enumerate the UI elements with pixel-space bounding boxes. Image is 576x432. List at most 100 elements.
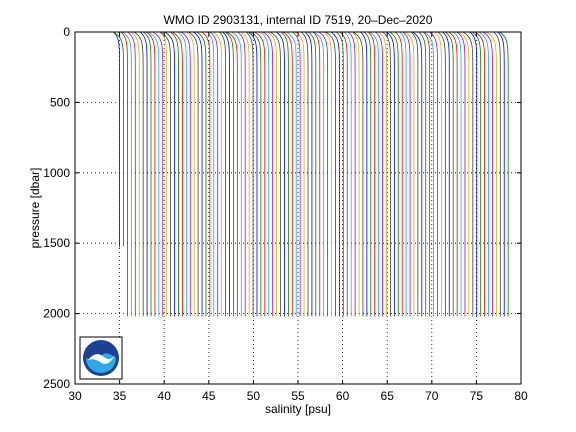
salinity-profile-line xyxy=(159,31,168,317)
salinity-profile-line xyxy=(209,31,219,317)
salinity-profile-line xyxy=(139,31,148,317)
y-tick-label: 2000 xyxy=(43,307,70,321)
salinity-profile-line xyxy=(452,31,462,317)
salinity-profile-line xyxy=(231,31,242,317)
salinity-profile-line xyxy=(300,31,309,317)
noaa-logo xyxy=(79,336,123,380)
salinity-profile-line xyxy=(247,31,258,317)
salinity-profile-line xyxy=(442,31,450,317)
salinity-profile-line xyxy=(245,31,254,317)
salinity-profile-line xyxy=(240,31,250,317)
x-tick-labels: 30 35 40 45 50 55 60 65 70 75 80 xyxy=(68,389,528,403)
salinity-profile-line xyxy=(335,31,344,317)
salinity-profile-line xyxy=(367,31,376,317)
salinity-profile-line xyxy=(347,31,356,317)
salinity-profile-line xyxy=(122,31,132,317)
salinity-profile-line xyxy=(410,31,419,317)
salinity-profile-line xyxy=(112,31,124,247)
salinity-profile-line xyxy=(186,31,195,317)
salinity-profile-line xyxy=(469,31,478,317)
salinity-profile-line xyxy=(330,31,340,317)
salinity-profile-line xyxy=(382,31,391,317)
salinity-profile-line xyxy=(295,31,305,317)
salinity-profile-line xyxy=(478,31,489,317)
salinity-profile-line xyxy=(120,31,128,317)
salinity-profile-line xyxy=(164,31,175,317)
salinity-profile-line xyxy=(143,31,152,317)
salinity-profile-line xyxy=(374,31,383,317)
x-tick-label: 45 xyxy=(202,389,216,403)
salinity-profile-line xyxy=(458,31,470,317)
salinity-profile-line xyxy=(304,31,313,317)
x-tick-label: 75 xyxy=(470,389,484,403)
salinity-profile-line xyxy=(193,31,203,317)
salinity-profile-line xyxy=(399,31,407,317)
salinity-profile-line xyxy=(219,31,226,317)
profile-lines xyxy=(112,31,509,317)
salinity-profile-line xyxy=(275,31,285,317)
axis-ticks xyxy=(74,31,522,385)
salinity-profile-line xyxy=(133,31,144,317)
salinity-profile-line xyxy=(127,31,136,317)
salinity-profile-line xyxy=(394,31,403,317)
salinity-profile-line xyxy=(152,31,164,317)
salinity-profile-line xyxy=(499,31,509,317)
salinity-profile-line xyxy=(146,31,156,317)
chart-title: WMO ID 2903131, internal ID 7519, 20–Dec… xyxy=(164,13,433,27)
salinity-profile-line xyxy=(448,31,458,317)
salinity-profile-line xyxy=(113,31,120,248)
salinity-profile-line xyxy=(286,31,297,317)
x-tick-label: 40 xyxy=(158,389,172,403)
salinity-profile-line xyxy=(254,31,266,317)
salinity-profile-line xyxy=(222,31,230,317)
salinity-profile-line xyxy=(339,31,348,317)
y-tick-label: 1500 xyxy=(43,236,70,250)
salinity-profile-line xyxy=(280,31,289,317)
salinity-profile-line xyxy=(180,31,191,317)
salinity-profile-line xyxy=(493,31,501,317)
salinity-profile-line xyxy=(360,31,368,317)
salinity-profile-line xyxy=(369,31,380,317)
x-tick-label: 55 xyxy=(291,389,305,403)
salinity-profile-line xyxy=(206,31,215,317)
salinity-profile-line xyxy=(456,31,466,317)
salinity-profile-line xyxy=(429,31,438,317)
salinity-profile-line xyxy=(352,31,364,317)
y-tick-label: 1000 xyxy=(43,166,70,180)
salinity-profile-line xyxy=(177,31,187,317)
salinity-profile-line xyxy=(389,31,399,317)
y-tick-label: 0 xyxy=(63,25,70,39)
x-tick-label: 80 xyxy=(514,389,528,403)
salinity-profile-line xyxy=(462,31,474,317)
salinity-profile-line xyxy=(267,31,277,317)
salinity-profile-line xyxy=(159,31,172,317)
salinity-profile-line xyxy=(237,31,246,317)
x-tick-label: 65 xyxy=(381,389,395,403)
salinity-profile-line xyxy=(250,31,262,317)
y-axis-label: pressure [dbar] xyxy=(28,168,42,249)
x-tick-label: 60 xyxy=(336,389,350,403)
salinity-profile-line xyxy=(260,31,270,317)
salinity-profile-line xyxy=(225,31,234,317)
salinity-profile-line xyxy=(482,31,493,317)
salinity-profile-line xyxy=(188,31,199,317)
salinity-profile-line xyxy=(471,31,482,317)
salinity-profile-line xyxy=(201,31,211,317)
salinity-profile-line xyxy=(171,31,183,317)
salinity-profile-line xyxy=(313,31,325,317)
salinity-profile-line xyxy=(402,31,411,317)
x-tick-label: 50 xyxy=(247,389,261,403)
salinity-profile-line xyxy=(418,31,427,317)
x-tick-label: 70 xyxy=(425,389,439,403)
salinity-profile-line xyxy=(343,31,352,317)
salinity-profile-line xyxy=(422,31,431,317)
salinity-profile-line xyxy=(485,31,497,317)
salinity-profile-line xyxy=(325,31,336,317)
salinity-profile-line xyxy=(474,31,486,317)
salinity-profile-line xyxy=(404,31,415,317)
salinity-profile-line xyxy=(170,31,179,317)
noaa-logo-bird-icon xyxy=(88,354,115,364)
salinity-profile-line xyxy=(130,31,140,317)
salinity-profile-line xyxy=(497,31,505,317)
